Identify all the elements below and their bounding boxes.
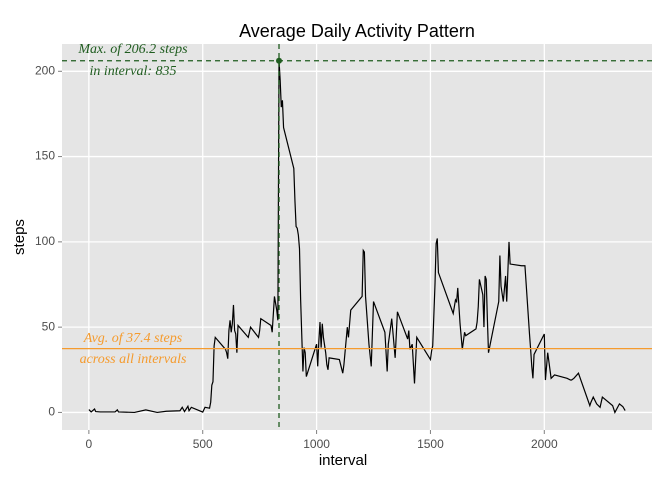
max-point xyxy=(276,57,283,64)
x-tick-label: 1000 xyxy=(303,437,330,451)
x-tick-label: 1500 xyxy=(417,437,444,451)
annotation: Max. of 206.2 steps xyxy=(77,42,188,57)
x-tick-label: 0 xyxy=(86,437,93,451)
annotation: across all intervals xyxy=(80,352,187,367)
x-axis-title: interval xyxy=(319,452,367,469)
y-tick-label: 50 xyxy=(42,319,56,333)
x-tick-label: 2000 xyxy=(531,437,558,451)
annotation: in interval: 835 xyxy=(89,64,176,79)
y-tick-label: 200 xyxy=(35,63,55,77)
data-line xyxy=(88,60,626,414)
y-tick-label: 100 xyxy=(35,234,55,248)
plot-background xyxy=(62,44,652,430)
y-tick-label: 150 xyxy=(35,149,55,163)
y-axis-title: steps xyxy=(11,219,28,255)
x-tick-label: 500 xyxy=(193,437,213,451)
annotation: Avg. of 37.4 steps xyxy=(83,331,183,346)
chart-title: Average Daily Activity Pattern xyxy=(239,21,475,41)
y-tick-label: 0 xyxy=(48,405,55,419)
